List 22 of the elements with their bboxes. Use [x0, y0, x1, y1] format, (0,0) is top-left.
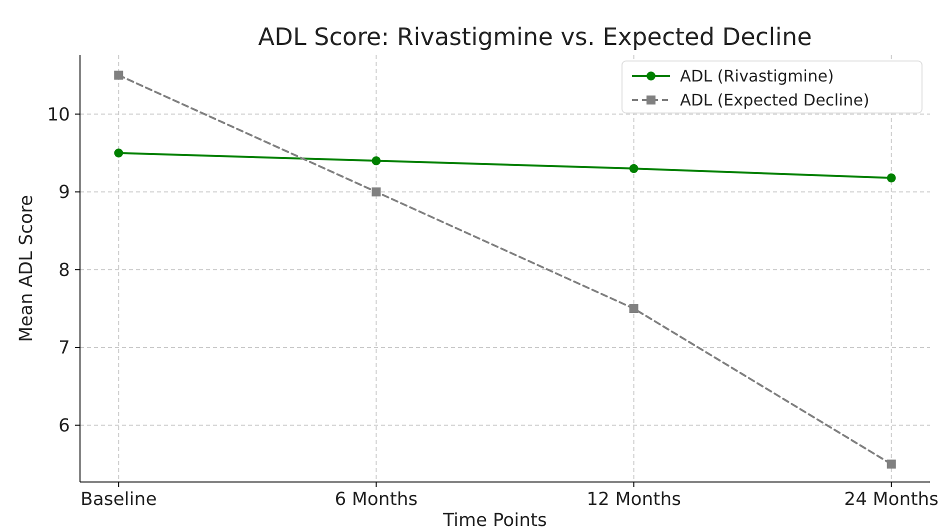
point: [114, 70, 124, 80]
x-tick-label: 6 Months: [334, 489, 418, 510]
legend-label: ADL (Rivastigmine): [680, 66, 834, 86]
point: [629, 164, 638, 174]
y-tick-label: 6: [58, 416, 70, 437]
point: [114, 148, 124, 158]
x-axis-title: Time Points: [442, 510, 547, 530]
x-tick-label: 24 Months: [844, 489, 939, 510]
point: [372, 187, 381, 196]
legend-label: ADL (Expected Decline): [680, 90, 870, 110]
point: [629, 304, 638, 314]
y-tick-label: 9: [58, 182, 70, 204]
x-tick-label: Baseline: [80, 489, 157, 510]
chart-title: ADL Score: Rivastigmine vs. Expected Decline: [258, 23, 812, 51]
y-axis-title: Mean ADL Score: [16, 194, 37, 342]
point: [372, 156, 381, 166]
y-tick-label: 10: [47, 104, 70, 126]
x-tick-label: 12 Months: [586, 489, 681, 510]
point: [886, 173, 896, 182]
y-tick-label: 8: [58, 260, 70, 281]
point: [886, 460, 896, 469]
y-tick-label: 7: [58, 338, 70, 359]
